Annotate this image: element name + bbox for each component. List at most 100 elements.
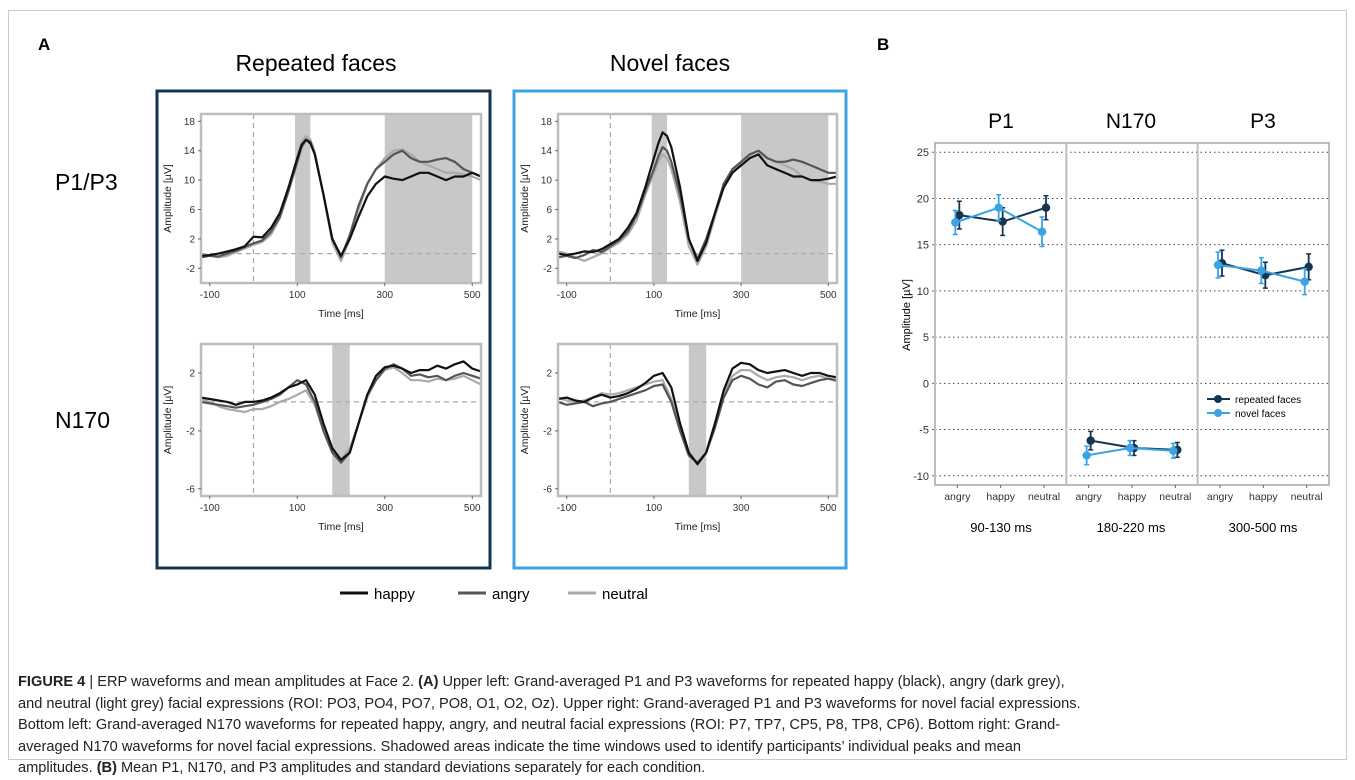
- y-tick-label: 25: [917, 147, 929, 159]
- waveform-plot: -6 -2 2 -100 100 300 500 Time [ms] Amplitude [µV…: [162, 342, 483, 533]
- waveform-plot: -2 2 6 10 14 18 -100 100 300 500 Time [ms] Amplitud…: [519, 112, 839, 320]
- caption-line1-text: ERP waveforms and mean amplitudes at Fac…: [97, 674, 419, 690]
- y-axis-label: Amplitude [µV]: [162, 164, 174, 233]
- legend-angry-label: angry: [492, 586, 530, 603]
- y-tick-label: -2: [186, 264, 195, 275]
- analysis-window-shade: [741, 114, 829, 283]
- x-tick-label: 500: [464, 503, 481, 514]
- mean-point-novel: [1082, 451, 1091, 460]
- legend-novel-marker: [1214, 409, 1222, 417]
- y-tick-label: 10: [917, 286, 929, 298]
- category-label: angry: [1207, 491, 1234, 503]
- mean-point-repeated: [1304, 262, 1313, 272]
- category-label: neutral: [1159, 491, 1191, 503]
- waveform-neutral: [200, 134, 482, 263]
- mean-point-novel: [1300, 277, 1309, 286]
- y-tick-label: -2: [543, 264, 552, 275]
- y-tick-label: -6: [186, 484, 195, 495]
- y-tick-label: 2: [546, 368, 552, 379]
- x-tick-label: 100: [646, 290, 663, 301]
- caption-line1b-text: Upper left: Grand-averaged P1 and P3 wav…: [438, 674, 1065, 690]
- x-tick-label: 500: [820, 503, 837, 514]
- window-p3: 300-500 ms: [1229, 520, 1298, 535]
- y-tick-label: 18: [541, 117, 553, 128]
- y-tick-label: 20: [917, 193, 929, 205]
- figure-caption: FIGURE 4 | ERP waveforms and mean amplit…: [18, 672, 1343, 780]
- legend-repeated-marker: [1214, 395, 1222, 403]
- waveform-plots: -2 2 6 10 14 18 -100 100 300 500 Time [ms] Amplitud…: [162, 112, 839, 533]
- caption-ref-a: (A): [418, 674, 439, 690]
- legend-neutral-label: neutral: [602, 586, 648, 603]
- waveform-happy: [200, 360, 482, 461]
- waveform-plot: -2 2 6 10 14 18 -100 100 300 500 Time [ms] Amplitud…: [162, 112, 483, 320]
- x-axis-label: Time [ms]: [318, 308, 364, 320]
- mean-point-repeated: [998, 217, 1007, 226]
- analysis-window-shade: [384, 114, 473, 283]
- col-title-repeated: Repeated faces: [235, 50, 396, 76]
- y-axis-label: Amplitude [µV]: [519, 386, 531, 455]
- x-tick-label: 500: [820, 290, 837, 301]
- x-axis-label: Time [ms]: [318, 521, 364, 533]
- y-tick-label: 10: [184, 176, 196, 187]
- category-label: happy: [1249, 491, 1278, 503]
- y-tick-label: 14: [184, 146, 196, 157]
- mean-point-novel: [994, 203, 1003, 212]
- window-n170: 180-220 ms: [1097, 520, 1166, 535]
- figure-frame: [8, 10, 1347, 760]
- mean-point-novel: [1125, 443, 1135, 453]
- caption-separator: |: [85, 674, 98, 690]
- repeated-faces-frame: [155, 89, 492, 570]
- y-tick-label: -5: [919, 425, 929, 437]
- x-tick-label: 300: [376, 503, 393, 514]
- x-tick-label: -100: [557, 290, 577, 301]
- x-tick-label: -100: [200, 290, 220, 301]
- y-tick-label: -2: [186, 426, 195, 437]
- caption-figure-label: FIGURE 4: [18, 674, 86, 690]
- panel-b-legend: repeated faces novel faces: [1207, 395, 1301, 420]
- waveform-happy: [200, 138, 482, 257]
- caption-ref-b: (B): [96, 760, 117, 776]
- analysis-window-shade: [332, 344, 350, 496]
- y-tick-label: 6: [189, 205, 195, 216]
- x-tick-label: 300: [733, 503, 750, 514]
- waveform-happy: [557, 361, 838, 466]
- y-tick-label: 14: [541, 146, 553, 157]
- category-label: neutral: [1028, 491, 1060, 503]
- caption-line-4: averaged N170 waveforms for novel facial…: [18, 738, 1021, 755]
- window-p1: 90-130 ms: [970, 520, 1032, 535]
- x-tick-label: 300: [733, 290, 750, 301]
- caption-line5b-text: Mean P1, N170, and P3 amplitudes and sta…: [116, 760, 706, 776]
- mean-point-repeated: [1086, 436, 1095, 445]
- caption-line-3: Bottom left: Grand-averaged N170 wavefor…: [18, 717, 1061, 733]
- y-tick-label: 15: [917, 240, 929, 252]
- novel-faces-frame: [512, 89, 848, 570]
- title-n170: N170: [1106, 110, 1156, 133]
- y-tick-label: 6: [546, 205, 552, 216]
- mean-point-novel: [1257, 266, 1266, 275]
- y-tick-label: 2: [189, 368, 195, 379]
- mean-point-novel: [1169, 446, 1178, 455]
- x-axis-label: Time [ms]: [675, 521, 721, 533]
- y-tick-label: 2: [546, 234, 552, 245]
- y-axis-label: Amplitude [µV]: [162, 386, 174, 455]
- title-p3: P3: [1250, 110, 1276, 133]
- x-tick-label: 100: [289, 290, 306, 301]
- y-tick-label: 18: [184, 117, 196, 128]
- caption-line-2: and neutral (light grey) facial expressi…: [18, 695, 1081, 712]
- plot-frame: [556, 342, 839, 498]
- y-tick-label: -10: [913, 471, 929, 483]
- col-title-novel: Novel faces: [610, 50, 730, 76]
- plot-frame: [556, 112, 839, 285]
- plot-frame: [199, 342, 483, 498]
- mean-point-novel: [1213, 260, 1223, 270]
- plot-frame: [199, 112, 483, 285]
- panel-label-a: A: [38, 35, 50, 54]
- y-tick-label: 5: [923, 332, 929, 344]
- legend-novel-label: novel faces: [1235, 409, 1286, 420]
- waveform-happy: [557, 131, 838, 263]
- waveform-plot: -6 -2 2 -100 100 300 500 Time [ms] Amplitude [µV…: [519, 342, 839, 533]
- mean-point-novel: [1037, 227, 1047, 236]
- y-tick-label: -2: [543, 426, 552, 437]
- mean-amplitude-plot: -10 -5 0 5 10 15 20 25 angry happy neutral angry hap…: [901, 110, 1330, 535]
